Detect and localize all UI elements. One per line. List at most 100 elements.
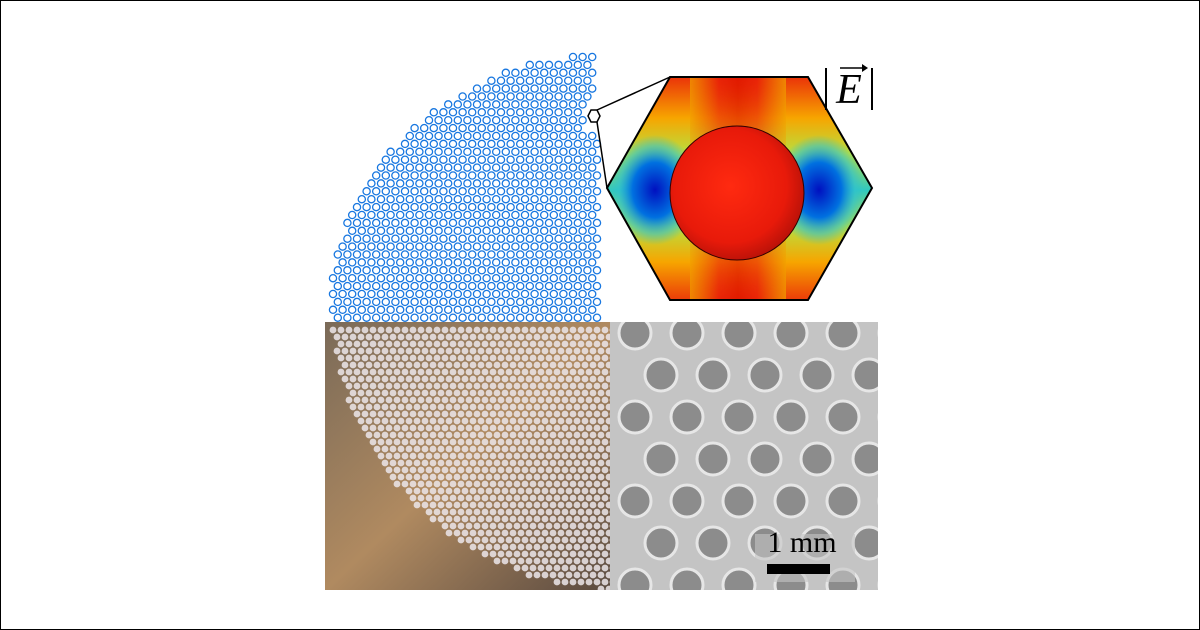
lattice-diagram [328,52,602,322]
lattice-ring [391,171,400,180]
bead [589,515,597,523]
lattice-ring [429,281,439,291]
bead [513,396,521,404]
lattice-ring [539,84,549,93]
lattice-ring [343,234,352,243]
lattice-ring [410,171,419,180]
bead [393,410,401,418]
bead [597,445,605,453]
lattice-ring [439,171,448,180]
bead [377,452,385,460]
bead [465,424,473,432]
bead [469,487,477,495]
bead [413,501,421,509]
bead [433,396,441,404]
bead [609,454,610,458]
bead [565,487,573,495]
bead [485,487,493,495]
bead [433,382,441,390]
bead [537,466,545,474]
bead [541,571,549,579]
lattice-ring [443,163,453,172]
lattice-ring [347,226,357,236]
bead [585,578,593,586]
bead [593,368,601,376]
bead [501,389,509,397]
lattice-ring [592,202,602,212]
lattice-ring [410,187,419,196]
bead [441,410,449,418]
lattice-ring [530,210,539,220]
bead [581,361,589,369]
lattice-ring [429,187,439,196]
lattice-ring [424,179,434,188]
bead [609,538,610,542]
bead [429,389,437,397]
bead [609,342,610,346]
lattice-ring [415,226,424,236]
bead [545,326,553,334]
lattice-ring [448,171,458,180]
lattice-ring [391,155,400,164]
lattice-ring [496,76,506,85]
bead [469,459,477,467]
lattice-ring [515,218,525,228]
lattice-ring [549,100,559,109]
lattice-ring [568,273,578,283]
lattice-ring [477,139,487,149]
bead [497,326,505,334]
lattice-ring [415,179,424,188]
lattice-ring [439,218,448,228]
bead [401,466,409,474]
lattice-ring [381,202,391,212]
bead [509,459,517,467]
bead [569,494,577,502]
lattice-ring [563,187,573,196]
bead [453,487,461,495]
bead [485,459,493,467]
lattice-ring [535,313,544,322]
bead [573,445,581,453]
bead [501,487,509,495]
bead [409,438,417,446]
bead [489,494,497,502]
lattice-ring [434,305,443,315]
lattice-ring [410,155,419,164]
lattice-ring [525,202,535,212]
bead [609,510,610,514]
lattice-ring [539,210,549,220]
bead [453,389,461,397]
bead [381,361,389,369]
bead [409,480,417,488]
bead [429,347,437,355]
bead [529,494,537,502]
lattice-ring [453,289,463,299]
bead [585,410,593,418]
lattice-ring [578,179,587,188]
lattice-ring [405,163,415,172]
bead [501,473,509,481]
bead [593,438,601,446]
hole [747,357,783,393]
lattice-ring [338,305,347,315]
bead [425,368,433,376]
bead [581,473,589,481]
bead [413,459,421,467]
bead [605,361,610,369]
bead [545,340,553,348]
bead [561,536,569,544]
bead [593,354,601,362]
bead [553,396,561,404]
bead [593,564,601,572]
bead [529,354,537,362]
bead [393,466,401,474]
bead [369,396,377,404]
lattice-ring [506,76,515,85]
bead [417,382,425,390]
bead [569,396,577,404]
lattice-ring [506,139,515,149]
bead [465,354,473,362]
bead [429,431,437,439]
bead [357,333,365,341]
lattice-ring [405,273,415,283]
